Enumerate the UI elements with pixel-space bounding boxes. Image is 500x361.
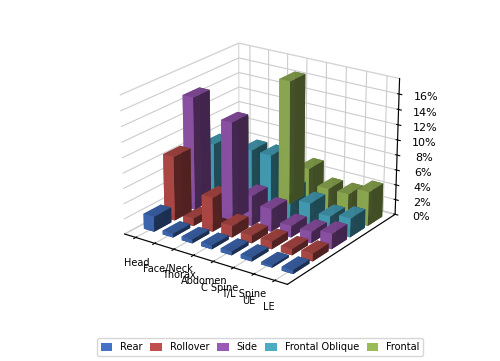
Legend: Rear, Rollover, Side, Frontal Oblique, Frontal: Rear, Rollover, Side, Frontal Oblique, F… bbox=[96, 338, 423, 356]
